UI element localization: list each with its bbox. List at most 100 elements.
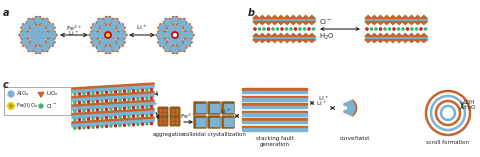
Bar — [253, 18, 315, 22]
Polygon shape — [32, 43, 35, 46]
Polygon shape — [253, 16, 259, 18]
Polygon shape — [174, 40, 176, 43]
Polygon shape — [43, 43, 45, 46]
Circle shape — [101, 109, 103, 111]
Polygon shape — [40, 46, 43, 49]
Circle shape — [151, 106, 153, 108]
Polygon shape — [91, 31, 94, 33]
Polygon shape — [101, 18, 104, 21]
Polygon shape — [377, 33, 384, 36]
Bar — [242, 118, 307, 121]
Bar — [242, 103, 307, 106]
Circle shape — [101, 92, 103, 94]
Polygon shape — [175, 22, 178, 25]
Text: b: b — [248, 8, 255, 18]
Polygon shape — [118, 24, 120, 26]
Text: Li$^+$: Li$^+$ — [220, 107, 231, 116]
Bar — [224, 107, 232, 108]
Circle shape — [254, 28, 256, 30]
Polygon shape — [265, 22, 272, 24]
Polygon shape — [44, 40, 47, 43]
Polygon shape — [160, 37, 163, 39]
Polygon shape — [253, 22, 259, 24]
Polygon shape — [175, 51, 178, 54]
Polygon shape — [33, 33, 35, 37]
Polygon shape — [402, 40, 408, 43]
Polygon shape — [421, 16, 427, 18]
Polygon shape — [23, 38, 25, 41]
Polygon shape — [43, 24, 45, 27]
Polygon shape — [172, 31, 175, 33]
Polygon shape — [98, 41, 100, 44]
Bar — [209, 104, 218, 106]
Polygon shape — [185, 29, 188, 32]
Circle shape — [366, 28, 368, 30]
Circle shape — [92, 126, 94, 128]
Polygon shape — [265, 40, 272, 43]
Polygon shape — [408, 16, 415, 18]
Text: Fe(II)O$_x$: Fe(II)O$_x$ — [15, 101, 38, 111]
Polygon shape — [31, 24, 34, 27]
Polygon shape — [42, 24, 44, 27]
Polygon shape — [167, 27, 168, 30]
Polygon shape — [278, 40, 284, 43]
Polygon shape — [168, 37, 170, 39]
Polygon shape — [116, 26, 118, 29]
Circle shape — [312, 28, 314, 30]
Polygon shape — [365, 22, 371, 24]
Polygon shape — [163, 21, 165, 24]
Polygon shape — [309, 22, 315, 24]
Text: curve/twist: curve/twist — [340, 136, 370, 141]
Polygon shape — [93, 29, 96, 32]
Polygon shape — [35, 31, 38, 33]
Polygon shape — [396, 22, 402, 24]
Circle shape — [132, 107, 134, 109]
Polygon shape — [112, 30, 114, 33]
Polygon shape — [259, 16, 265, 18]
Polygon shape — [42, 43, 44, 46]
Circle shape — [123, 99, 125, 101]
Polygon shape — [39, 37, 42, 40]
FancyBboxPatch shape — [222, 102, 234, 114]
Circle shape — [96, 109, 98, 111]
Polygon shape — [52, 37, 55, 39]
Polygon shape — [111, 33, 113, 37]
Polygon shape — [120, 24, 123, 26]
Polygon shape — [50, 44, 53, 46]
Circle shape — [106, 100, 108, 102]
Circle shape — [132, 90, 134, 92]
Text: Fe$^{2+}$: Fe$^{2+}$ — [66, 23, 82, 33]
Polygon shape — [188, 44, 190, 46]
Polygon shape — [365, 16, 371, 18]
Circle shape — [160, 113, 162, 115]
Polygon shape — [89, 33, 91, 37]
Polygon shape — [108, 51, 111, 54]
Circle shape — [87, 118, 89, 120]
Polygon shape — [158, 37, 160, 39]
Polygon shape — [111, 19, 113, 22]
Polygon shape — [120, 44, 123, 46]
Polygon shape — [415, 16, 421, 18]
Circle shape — [164, 109, 166, 111]
Polygon shape — [38, 31, 41, 33]
Circle shape — [146, 89, 148, 91]
Polygon shape — [384, 22, 390, 24]
Circle shape — [132, 98, 134, 100]
Polygon shape — [272, 22, 278, 24]
Polygon shape — [168, 30, 171, 33]
Bar — [242, 88, 307, 90]
Circle shape — [87, 127, 89, 128]
Polygon shape — [34, 33, 36, 37]
Polygon shape — [45, 31, 48, 33]
Polygon shape — [50, 37, 52, 39]
Circle shape — [137, 106, 139, 108]
Polygon shape — [188, 29, 190, 32]
Polygon shape — [178, 33, 180, 37]
Polygon shape — [309, 40, 315, 43]
Polygon shape — [38, 22, 41, 25]
Bar — [242, 128, 307, 130]
Polygon shape — [408, 22, 415, 24]
Polygon shape — [284, 33, 290, 36]
Polygon shape — [174, 27, 176, 30]
Polygon shape — [390, 40, 396, 43]
